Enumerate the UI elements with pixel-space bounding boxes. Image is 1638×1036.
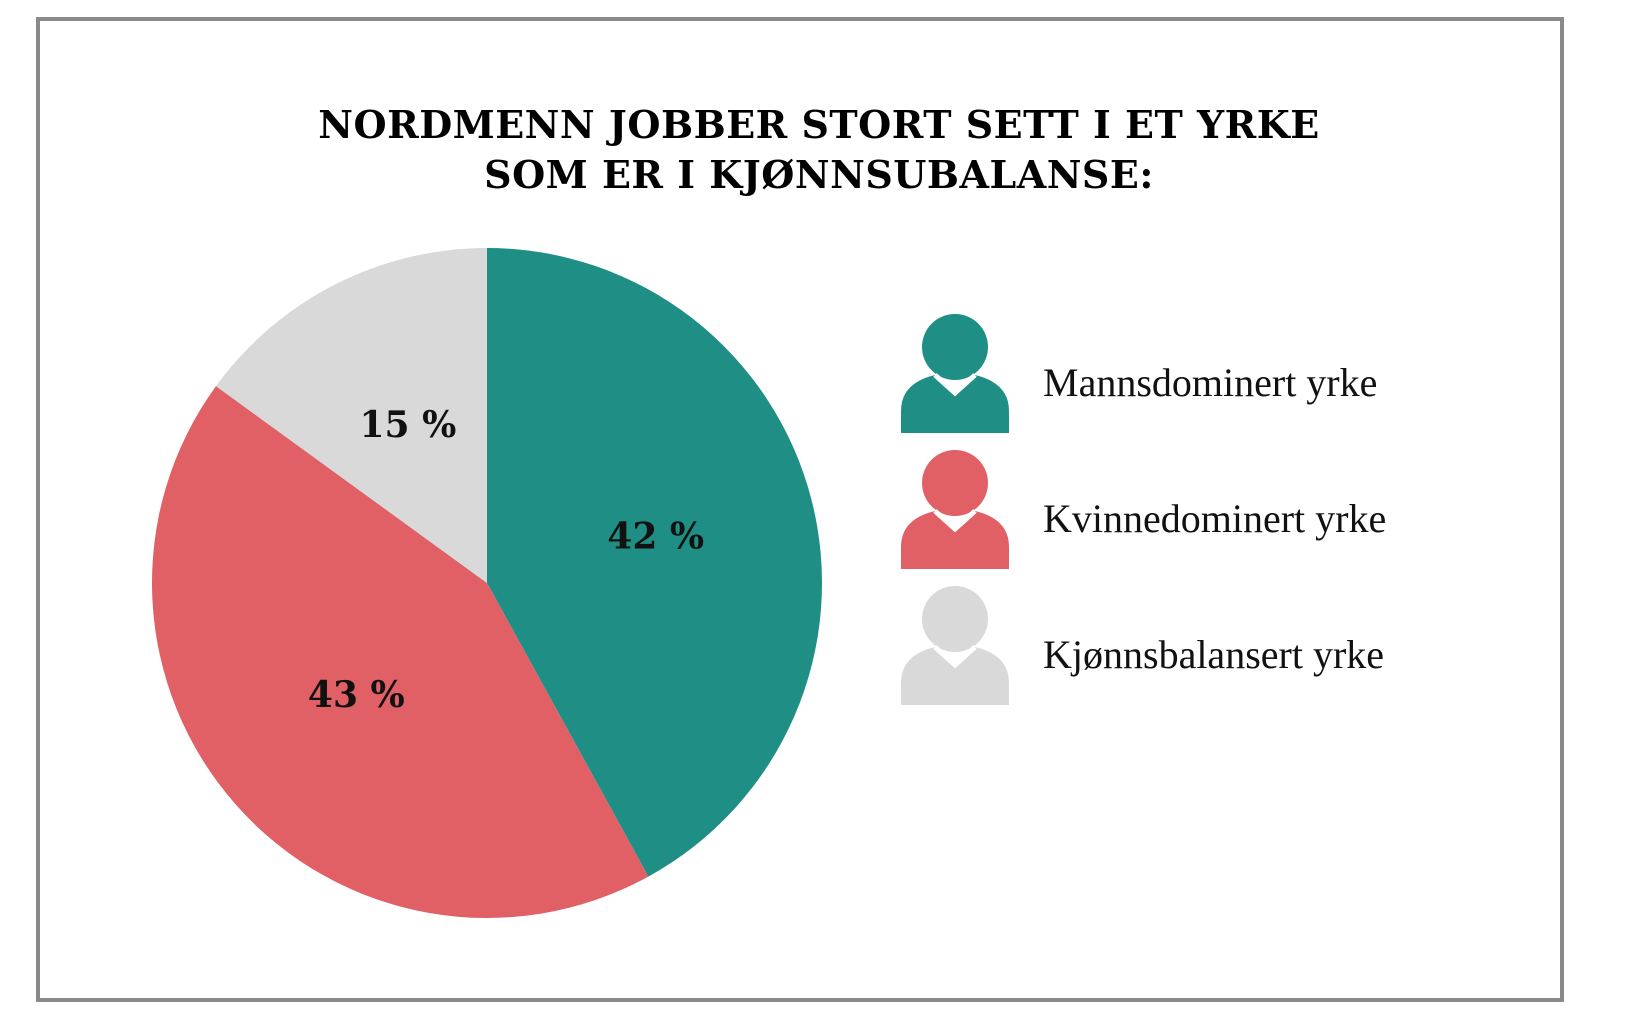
chart-title-line-1: NORDMENN JOBBER STORT SETT I ET YRKE [318, 102, 1320, 147]
pie-slice-label-3: 15 % [359, 404, 456, 446]
pie-slice-1 [487, 248, 822, 877]
pie-slice-label-2: 43 % [308, 674, 405, 716]
legend-label-mannsdominert: Mannsdominert yrke [1043, 359, 1378, 405]
pie-slice-2 [151, 386, 649, 919]
legend-label-kvinnedominert: Kvinnedominert yrke [1043, 495, 1387, 541]
chart-title-line-2: SOM ER I KJØNNSUBALANSE: [484, 152, 1154, 197]
pie-slice-label-1: 42 % [607, 516, 704, 558]
person-icon [901, 585, 1009, 705]
pie-slice-3 [215, 248, 487, 583]
person-icon [901, 449, 1009, 569]
legend-item-mannsdominert: Mannsdominert yrke [895, 305, 1495, 441]
legend-item-kvinnedominert: Kvinnedominert yrke [895, 441, 1495, 577]
person-icon [901, 313, 1009, 433]
legend: Mannsdominert yrke Kvinnedominert yrke K… [895, 305, 1495, 713]
legend-label-kjonnsbalansert: Kjønnsbalansert yrke [1043, 631, 1385, 677]
legend-item-kjonnsbalansert: Kjønnsbalansert yrke [895, 577, 1495, 713]
chart-title: NORDMENN JOBBER STORT SETT I ET YRKE SOM… [0, 100, 1638, 200]
